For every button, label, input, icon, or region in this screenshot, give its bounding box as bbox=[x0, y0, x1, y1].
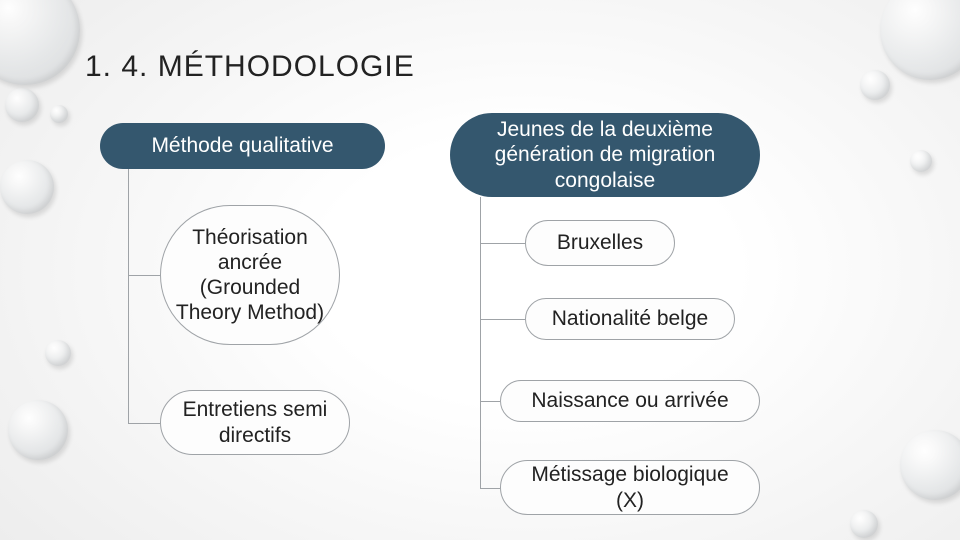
water-droplet bbox=[880, 0, 960, 80]
tree-root: Jeunes de la deuxième génération de migr… bbox=[450, 113, 760, 197]
water-droplet bbox=[0, 160, 54, 214]
connector-line bbox=[128, 169, 129, 423]
tree-child: Entretiens semi directifs bbox=[160, 390, 350, 455]
connector-line bbox=[480, 197, 481, 488]
tree-child: Théorisation ancrée (Grounded Theory Met… bbox=[160, 205, 340, 345]
water-droplet bbox=[45, 340, 71, 366]
water-droplet bbox=[910, 150, 932, 172]
tree-child: Naissance ou arrivée bbox=[500, 380, 760, 422]
connector-line bbox=[128, 423, 160, 424]
connector-line bbox=[480, 401, 500, 402]
connector-line bbox=[480, 488, 500, 489]
connector-line bbox=[480, 243, 525, 244]
water-droplet bbox=[50, 105, 68, 123]
water-droplet bbox=[860, 70, 890, 100]
connector-line bbox=[480, 319, 525, 320]
page-title: 1. 4. MÉTHODOLOGIE bbox=[85, 50, 415, 84]
tree-child: Métissage biologique (X) bbox=[500, 460, 760, 515]
tree-root: Méthode qualitative bbox=[100, 123, 385, 169]
water-droplet bbox=[850, 510, 878, 538]
tree-child: Nationalité belge bbox=[525, 298, 735, 340]
water-droplet bbox=[0, 0, 80, 85]
water-droplet bbox=[8, 400, 68, 460]
tree-child: Bruxelles bbox=[525, 220, 675, 266]
water-droplet bbox=[900, 430, 960, 500]
slide: 1. 4. MÉTHODOLOGIE Méthode qualitative Th… bbox=[0, 0, 960, 540]
connector-line bbox=[128, 275, 160, 276]
water-droplet bbox=[5, 88, 39, 122]
